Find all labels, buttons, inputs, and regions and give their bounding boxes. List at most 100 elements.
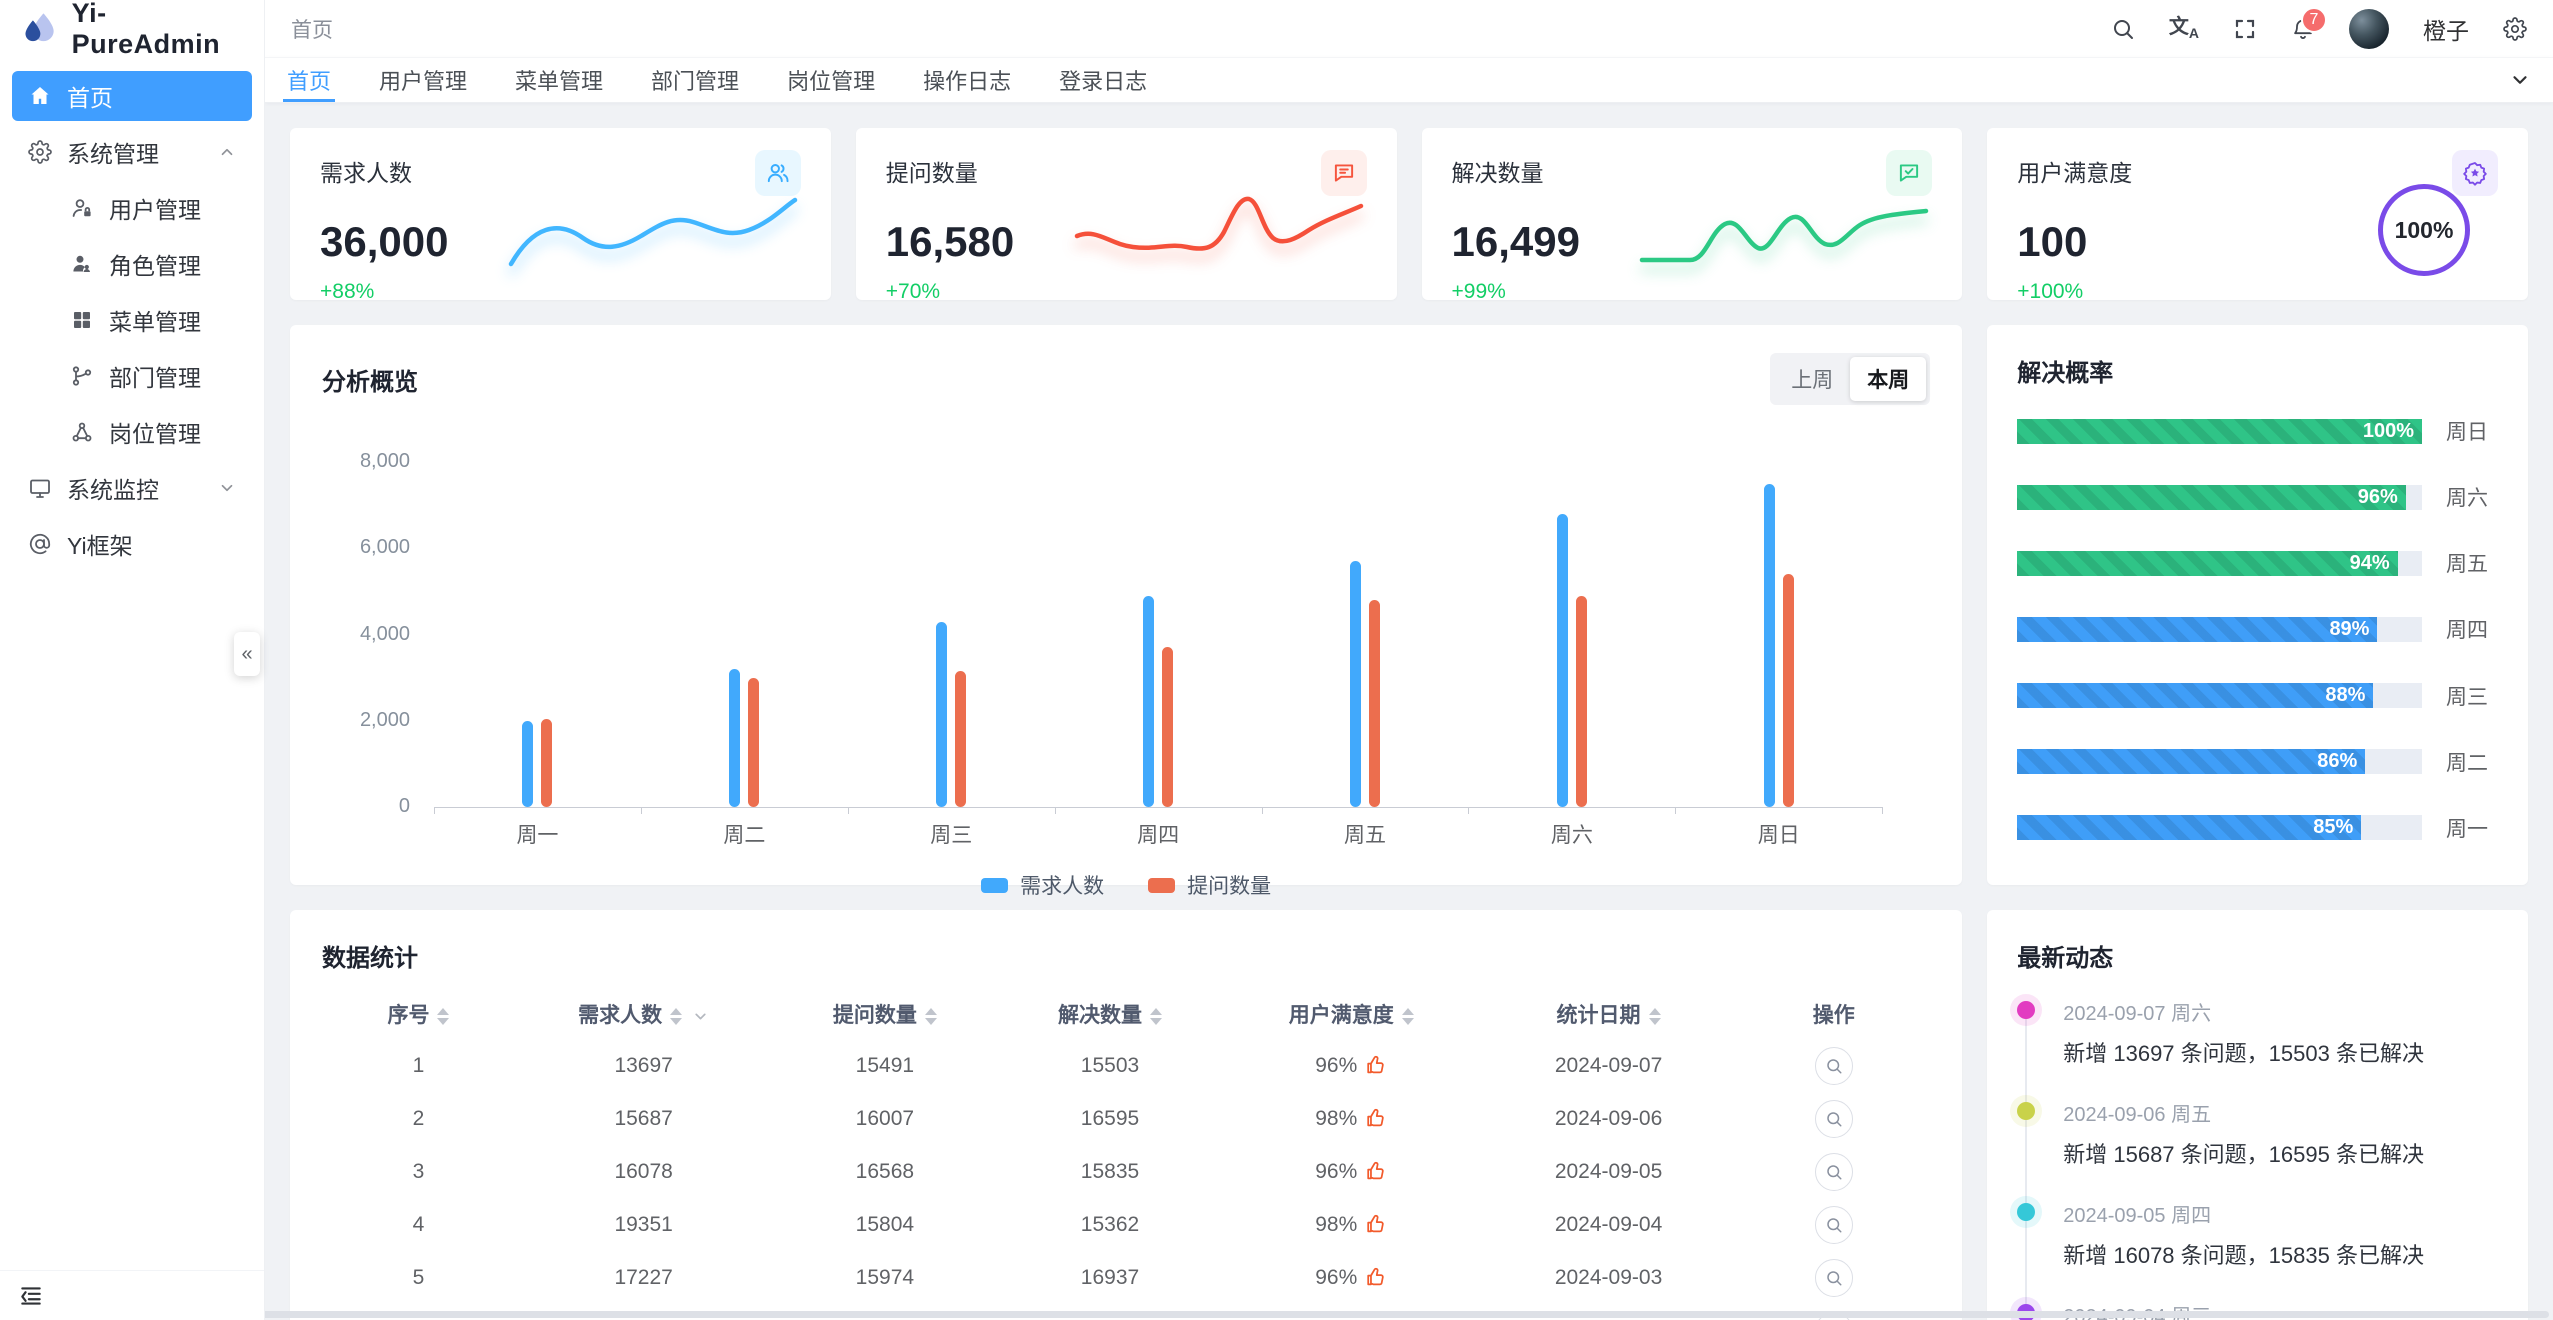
cell-questions: 13408: [772, 1304, 997, 1320]
sidebar-item-role-management[interactable]: 角色管理: [12, 239, 252, 289]
analysis-overview-card: 分析概览 上周 本周 0 2,000 4,000 6,000 8,000 周一 周二 周三 周四 周…: [290, 325, 1963, 898]
tab-operation-log[interactable]: 操作日志: [923, 69, 1012, 94]
column-label: 需求人数: [578, 1004, 663, 1027]
tab-user-management[interactable]: 用户管理: [379, 69, 468, 94]
sort-desc-icon[interactable]: [924, 1017, 937, 1025]
bar-demand-1[interactable]: [522, 720, 534, 807]
sidebar-item-menu-management[interactable]: 菜单管理: [12, 295, 252, 345]
timeline-dot: [2017, 1001, 2036, 1019]
sidebar-item-department-management[interactable]: 部门管理: [12, 351, 252, 401]
cell-date: 2024-09-03: [1554, 1265, 1663, 1289]
sidebar-item-home[interactable]: 首页: [12, 71, 252, 121]
bar-questions-3[interactable]: [955, 671, 967, 807]
table-row: 4 19351 15804 15362 98% 2024-09-04: [322, 1198, 1930, 1251]
sidebar-footer: [0, 1270, 264, 1320]
bar-chart[interactable]: 0 2,000 4,000 6,000 8,000 周一 周二 周三 周四 周五 周六 周日: [322, 450, 1930, 847]
tab-home[interactable]: 首页: [282, 58, 336, 102]
cell-index: 3: [412, 1159, 425, 1183]
view-detail-button[interactable]: [1814, 1258, 1853, 1297]
bar-questions-4[interactable]: [1162, 647, 1174, 807]
legend-item-questions[interactable]: 提问数量: [1148, 870, 1271, 900]
tabs-menu-chevron-icon[interactable]: [2509, 69, 2531, 91]
search-icon[interactable]: [2111, 17, 2135, 41]
sort-carets[interactable]: [437, 1007, 450, 1025]
tab-login-log[interactable]: 登录日志: [1059, 69, 1148, 94]
x-axis-tick: [1054, 807, 1056, 814]
x-axis-tick: [1882, 807, 1884, 814]
sidebar-item-post-management[interactable]: 岗位管理: [12, 407, 252, 457]
bar-demand-4[interactable]: [1143, 595, 1155, 807]
horizontal-scrollbar[interactable]: [190, 1311, 2549, 1318]
bar-questions-7[interactable]: [1782, 574, 1794, 807]
sidebar-item-system-monitor[interactable]: 系统监控: [12, 463, 252, 513]
thumb-up-icon: [1365, 1107, 1387, 1129]
sort-carets[interactable]: [1401, 1007, 1414, 1025]
timeline-item: 2024-09-06 周五 新增 15687 条问题，16595 条已解决: [2017, 1098, 2498, 1169]
sort-asc-icon[interactable]: [924, 1007, 937, 1015]
bar-questions-2[interactable]: [748, 677, 760, 807]
sort-carets[interactable]: [1648, 1007, 1661, 1025]
progress-day-label: 周三: [2446, 685, 2488, 709]
notification-badge: 7: [2301, 6, 2327, 33]
last-week-button[interactable]: 上周: [1774, 357, 1850, 401]
bar-questions-6[interactable]: [1575, 595, 1587, 807]
progress-fill: 94%: [2017, 550, 2398, 576]
y-axis-label: 6,000: [359, 536, 410, 559]
sort-desc-icon[interactable]: [1648, 1017, 1661, 1025]
sort-desc-icon[interactable]: [1150, 1017, 1162, 1025]
chevron-down-icon: [218, 479, 236, 497]
cell-actions: [1737, 1039, 1930, 1092]
avatar[interactable]: [2349, 8, 2389, 49]
bar-demand-2[interactable]: [729, 669, 741, 807]
sidebar-item-yi-framework[interactable]: Yi框架: [12, 519, 252, 569]
column-header-date: 统计日期: [1480, 989, 1737, 1039]
sort-asc-icon[interactable]: [1401, 1007, 1414, 1015]
sort-desc-icon[interactable]: [437, 1017, 450, 1025]
progress-track: 86%: [2017, 749, 2422, 775]
tab-post-management[interactable]: 岗位管理: [787, 69, 876, 94]
logo[interactable]: Yi-PureAdmin: [0, 0, 264, 59]
fullscreen-icon[interactable]: [2233, 17, 2257, 41]
solve-rate-row: 85% 周一: [2017, 813, 2498, 843]
this-week-button[interactable]: 本周: [1850, 357, 1927, 401]
department-icon: [70, 364, 94, 388]
bar-questions-1[interactable]: [541, 718, 553, 807]
legend-item-demand[interactable]: 需求人数: [981, 870, 1104, 900]
gear-icon[interactable]: [2503, 16, 2527, 41]
translate-icon[interactable]: 文A: [2168, 16, 2199, 41]
sidebar-item-user-management[interactable]: 用户管理: [12, 183, 252, 233]
bar-demand-3[interactable]: [936, 621, 948, 807]
progress-percent: 100%: [2362, 419, 2414, 442]
sort-asc-icon[interactable]: [1150, 1007, 1162, 1015]
view-detail-button[interactable]: [1814, 1152, 1853, 1191]
collapse-sidebar-icon[interactable]: [18, 1283, 44, 1309]
sort-desc-icon[interactable]: [670, 1017, 683, 1025]
sidebar-collapse-handle[interactable]: «: [234, 632, 260, 676]
filter-chevron-icon[interactable]: [692, 1008, 709, 1025]
bar-demand-6[interactable]: [1556, 513, 1568, 807]
sort-asc-icon[interactable]: [437, 1007, 450, 1015]
sort-asc-icon[interactable]: [670, 1007, 683, 1015]
bar-questions-5[interactable]: [1369, 600, 1381, 807]
stat-card-title: 提问数量: [885, 160, 978, 186]
solve-rate-row: 100% 周日: [2017, 416, 2498, 446]
sort-desc-icon[interactable]: [1401, 1017, 1414, 1025]
view-detail-button[interactable]: [1814, 1205, 1853, 1244]
sort-carets[interactable]: [670, 1007, 683, 1025]
tab-department-management[interactable]: 部门管理: [651, 69, 740, 94]
sidebar-item-label: 用户管理: [109, 197, 201, 223]
sidebar-item-system-management[interactable]: 系统管理: [12, 127, 252, 177]
bar-demand-5[interactable]: [1350, 561, 1362, 807]
bell-icon[interactable]: 7: [2291, 6, 2327, 41]
cell-date: 2024-09-02: [1480, 1304, 1737, 1320]
cell-satisfaction: 96%: [1223, 1039, 1480, 1092]
bar-demand-7[interactable]: [1763, 483, 1775, 807]
view-detail-button[interactable]: [1814, 1099, 1853, 1138]
username[interactable]: 橙子: [2423, 17, 2469, 44]
solve-rate-title: 解决概率: [2017, 360, 2114, 387]
sort-carets[interactable]: [924, 1007, 937, 1025]
tab-menu-management[interactable]: 菜单管理: [515, 69, 604, 94]
sort-asc-icon[interactable]: [1648, 1007, 1661, 1015]
sort-carets[interactable]: [1150, 1007, 1162, 1025]
view-detail-button[interactable]: [1814, 1046, 1853, 1085]
